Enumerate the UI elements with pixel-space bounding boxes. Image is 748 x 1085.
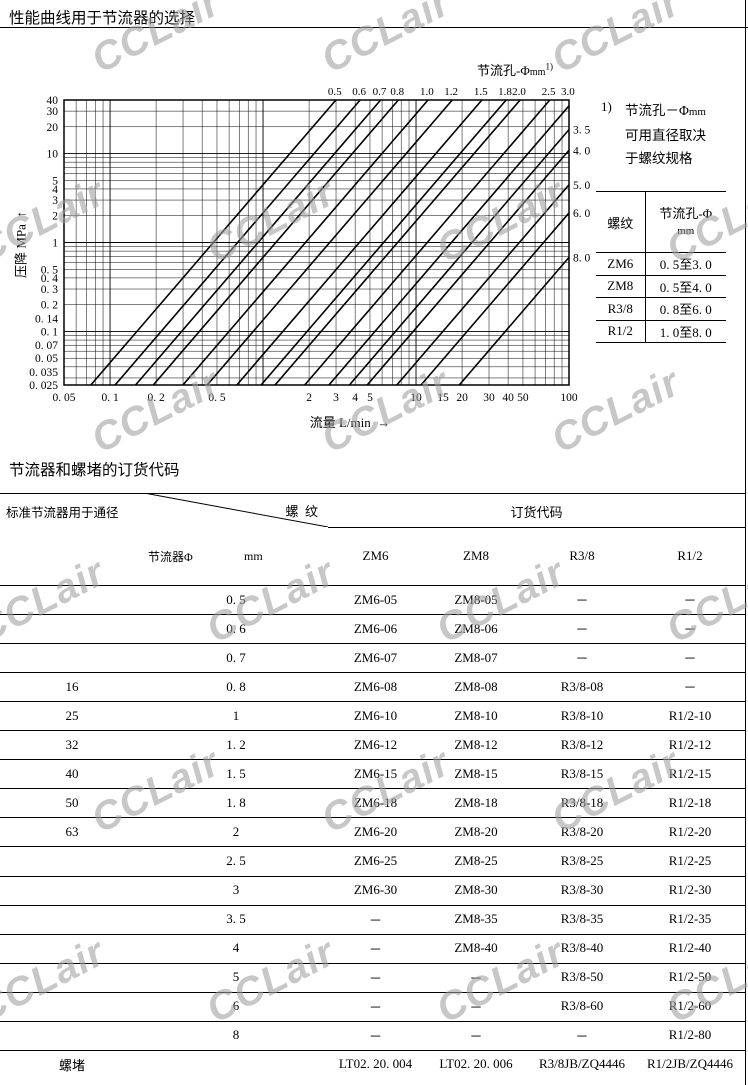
svg-text:3: 3 [333,392,339,404]
svg-text:50: 50 [517,392,529,404]
svg-text:0. 1: 0. 1 [101,392,119,404]
svg-text:0. 05: 0. 05 [35,353,58,365]
svg-text:4. 0: 4. 0 [573,145,591,157]
svg-text:1: 1 [52,238,58,250]
svg-text:5: 5 [367,392,373,404]
svg-text:0. 2: 0. 2 [41,300,59,312]
svg-text:5. 0: 5. 0 [573,180,591,192]
svg-text:2: 2 [52,211,58,223]
svg-text:0.6: 0.6 [352,86,366,98]
svg-text:1.8: 1.8 [498,86,512,98]
svg-text:0. 025: 0. 025 [29,380,58,392]
svg-text:1.0: 1.0 [420,86,434,98]
svg-text:15: 15 [437,392,449,404]
svg-text:20: 20 [456,392,468,404]
svg-text:0. 07: 0. 07 [35,340,58,352]
svg-text:0. 5: 0. 5 [208,392,226,404]
svg-text:3. 5: 3. 5 [573,125,591,137]
svg-text:8. 0: 8. 0 [573,252,591,264]
svg-text:0.5: 0.5 [328,86,342,98]
svg-text:2.0: 2.0 [512,86,526,98]
svg-text:40: 40 [502,392,514,404]
svg-text:0. 1: 0. 1 [41,326,59,338]
svg-text:10: 10 [47,149,59,161]
svg-text:30: 30 [483,392,495,404]
svg-text:2.5: 2.5 [542,86,556,98]
svg-text:0.8: 0.8 [390,86,404,98]
svg-text:4: 4 [52,184,58,196]
svg-text:0. 035: 0. 035 [29,367,58,379]
svg-text:20: 20 [47,122,59,134]
svg-text:6. 0: 6. 0 [573,208,591,220]
svg-text:0.7: 0.7 [373,86,387,98]
svg-text:0. 05: 0. 05 [53,392,76,404]
svg-text:10: 10 [410,392,422,404]
svg-text:4: 4 [352,392,358,404]
svg-text:3.0: 3.0 [561,86,575,98]
svg-text:30: 30 [47,106,59,118]
svg-text:1.2: 1.2 [444,86,458,98]
svg-text:1.5: 1.5 [474,86,488,98]
svg-text:0. 3: 0. 3 [41,284,59,296]
svg-text:0. 14: 0. 14 [35,314,58,326]
svg-text:2: 2 [306,392,312,404]
svg-text:100: 100 [560,392,578,404]
svg-text:0. 2: 0. 2 [147,392,165,404]
svg-text:3: 3 [52,195,58,207]
